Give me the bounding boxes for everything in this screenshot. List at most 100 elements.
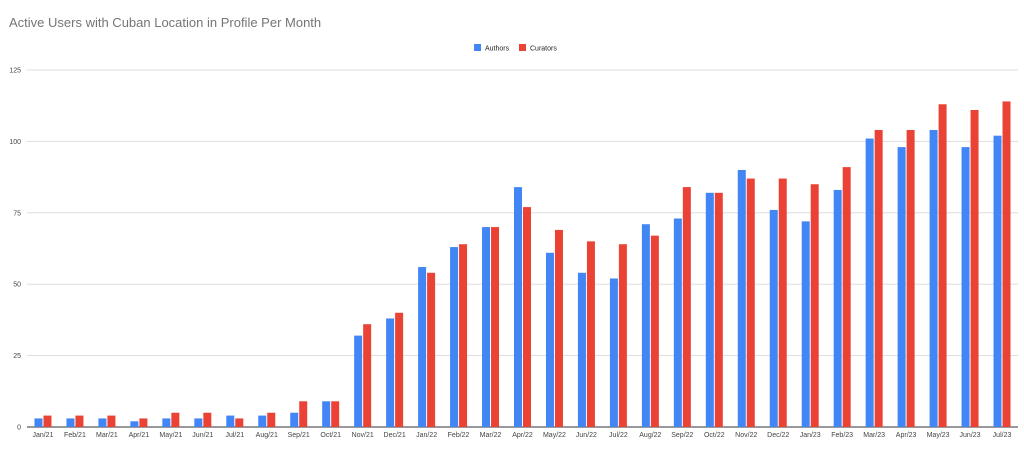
bar-authors-feb-21 xyxy=(66,418,75,427)
bar-curators-apr-22 xyxy=(523,207,531,427)
x-tick-label: Jan/23 xyxy=(800,432,821,439)
bar-curators-sep-22 xyxy=(682,187,691,427)
x-tick-label: Mar/22 xyxy=(480,432,502,439)
bar-authors-apr-21 xyxy=(130,421,139,427)
legend-label-curators: Curators xyxy=(530,46,557,53)
bar-authors-nov-21 xyxy=(354,335,363,427)
bar-curators-mar-21 xyxy=(107,415,116,427)
legend-label-authors: Authors xyxy=(485,46,510,53)
bar-authors-oct-22 xyxy=(705,192,714,427)
y-tick-label: 0 xyxy=(17,425,21,432)
x-tick-label: Oct/22 xyxy=(704,432,725,439)
bar-curators-oct-22 xyxy=(714,192,723,427)
bar-curators-dec-21 xyxy=(395,312,404,427)
x-tick-label: Jul/21 xyxy=(225,432,244,439)
x-tick-label: Aug/21 xyxy=(256,432,278,439)
bar-curators-jun-22 xyxy=(586,241,595,427)
x-tick-label: Dec/22 xyxy=(767,432,789,439)
x-tick-label: Apr/22 xyxy=(512,432,533,439)
bar-authors-feb-23 xyxy=(833,189,842,427)
bar-curators-jul-23 xyxy=(1002,101,1011,427)
bar-curators-jun-21 xyxy=(203,412,212,427)
y-tick-label: 25 xyxy=(13,353,21,360)
bar-curators-jul-22 xyxy=(618,244,627,427)
bar-curators-jun-23 xyxy=(970,109,979,427)
y-axis-ticks: 0 25 50 75 100 125 xyxy=(9,68,21,432)
y-tick-label: 75 xyxy=(13,210,21,217)
x-tick-label: Jun/21 xyxy=(192,432,213,439)
bar-authors-mar-21 xyxy=(98,418,107,427)
gridlines xyxy=(27,69,1018,428)
y-tick-label: 100 xyxy=(9,139,21,146)
legend-swatch-authors xyxy=(474,44,481,51)
bar-curators-mar-23 xyxy=(874,129,883,427)
bar-authors-aug-22 xyxy=(641,224,650,427)
bar-authors-dec-21 xyxy=(386,318,395,427)
x-tick-label: Feb/23 xyxy=(831,432,853,439)
x-tick-label: Feb/22 xyxy=(448,432,470,439)
bar-authors-mar-23 xyxy=(865,138,874,427)
x-tick-label: Sep/22 xyxy=(671,432,693,439)
bar-authors-may-21 xyxy=(162,418,171,427)
bar-authors-mar-22 xyxy=(482,227,491,427)
bar-authors-dec-22 xyxy=(769,209,778,427)
x-tick-label: Jul/23 xyxy=(993,432,1012,439)
bar-authors-jul-22 xyxy=(609,278,618,427)
bar-authors-may-22 xyxy=(545,252,554,427)
bar-curators-may-23 xyxy=(938,104,947,427)
x-tick-label: Oct/21 xyxy=(320,432,341,439)
x-tick-label: Mar/23 xyxy=(863,432,885,439)
bar-authors-sep-21 xyxy=(290,412,299,427)
x-tick-label: Nov/22 xyxy=(735,432,757,439)
x-tick-label: Apr/23 xyxy=(896,432,917,439)
bar-authors-aug-21 xyxy=(258,415,267,427)
x-tick-label: May/21 xyxy=(159,432,182,439)
x-tick-label: May/23 xyxy=(927,432,950,439)
bar-authors-jun-21 xyxy=(194,418,203,427)
x-tick-label: Apr/21 xyxy=(129,432,150,439)
bar-curators-sep-21 xyxy=(299,401,308,427)
y-tick-label: 50 xyxy=(13,282,21,289)
bar-curators-jan-23 xyxy=(810,184,819,427)
x-axis-ticks: Jan/21 Feb/21 Mar/21 Apr/21 May/21 Jun/21 Jul/… xyxy=(32,432,1011,439)
x-tick-label: Aug/22 xyxy=(639,432,661,439)
legend-swatch-curators xyxy=(519,44,526,51)
bar-curators-jan-21 xyxy=(43,415,52,427)
bar-curators-mar-22 xyxy=(491,227,500,427)
x-tick-label: Jun/22 xyxy=(576,432,597,439)
bar-curators-dec-22 xyxy=(778,178,787,427)
bar-curators-may-22 xyxy=(554,229,563,427)
x-tick-label: Mar/21 xyxy=(96,432,118,439)
x-tick-label: Dec/21 xyxy=(384,432,406,439)
bar-curators-apr-23 xyxy=(906,129,915,427)
bar-authors-jul-23 xyxy=(993,135,1002,428)
bar-authors-jan-22 xyxy=(418,267,427,427)
bar-curators-feb-22 xyxy=(459,244,468,427)
bar-authors-oct-21 xyxy=(322,401,331,427)
bar-authors-apr-23 xyxy=(897,147,906,427)
bar-curators-nov-21 xyxy=(363,324,372,427)
bar-curators-oct-21 xyxy=(331,401,340,427)
y-tick-label: 125 xyxy=(9,68,21,75)
bar-curators-aug-22 xyxy=(650,235,659,427)
bars xyxy=(34,101,1011,428)
bar-curators-may-21 xyxy=(171,412,180,427)
bar-authors-jul-21 xyxy=(226,415,235,427)
x-tick-label: Feb/21 xyxy=(64,432,86,439)
bar-authors-sep-22 xyxy=(673,218,682,427)
bar-authors-apr-22 xyxy=(514,187,522,427)
bar-curators-aug-21 xyxy=(267,412,276,427)
x-tick-label: Jan/21 xyxy=(32,432,53,439)
bar-authors-nov-22 xyxy=(737,169,746,427)
x-tick-label: Jun/23 xyxy=(960,432,981,439)
bar-curators-nov-22 xyxy=(746,178,755,427)
bar-curators-apr-21 xyxy=(139,418,148,427)
bar-curators-feb-21 xyxy=(75,415,84,427)
chart-title: Active Users with Cuban Location in Prof… xyxy=(9,15,322,30)
bar-authors-jun-22 xyxy=(577,272,586,427)
bar-authors-feb-22 xyxy=(450,247,459,427)
x-tick-label: Sep/21 xyxy=(288,432,310,439)
bar-authors-may-23 xyxy=(929,129,938,427)
bar-curators-jan-22 xyxy=(427,272,436,427)
